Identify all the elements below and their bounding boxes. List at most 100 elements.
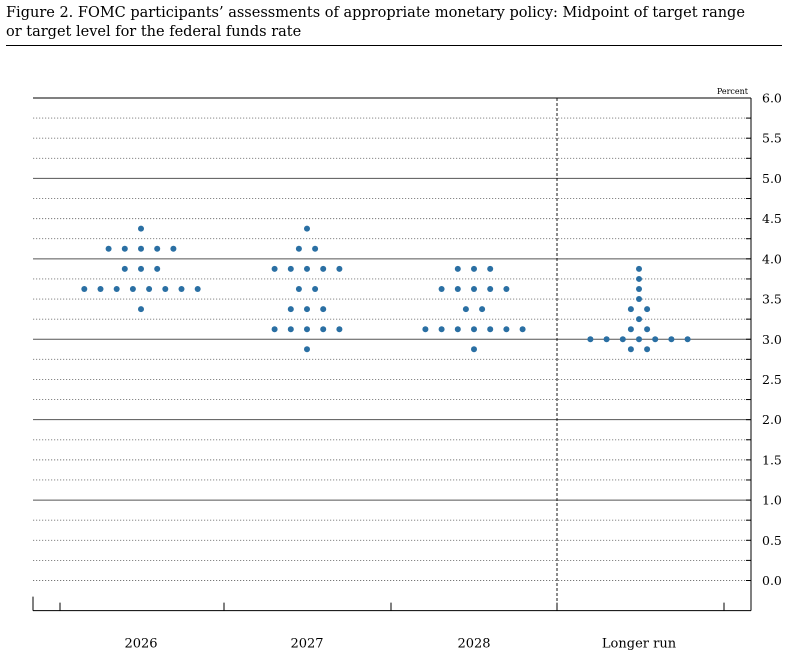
axes xyxy=(32,97,752,612)
data-point-dot xyxy=(81,285,88,292)
data-point-dot xyxy=(668,336,675,343)
x-category-label: 2027 xyxy=(290,637,323,652)
y-tick-label: 1.5 xyxy=(762,452,782,467)
data-point-dot xyxy=(295,245,302,252)
data-point-dot xyxy=(471,265,477,272)
data-point-dot xyxy=(105,245,112,252)
data-point-dot xyxy=(304,306,310,313)
y-tick-label: 0.5 xyxy=(762,533,782,548)
data-point-dot xyxy=(320,265,327,272)
data-point-dot xyxy=(304,225,310,232)
data-point-dot xyxy=(438,285,445,292)
data-point-dot xyxy=(684,336,691,343)
y-tick-label: 1.0 xyxy=(762,493,782,508)
data-point-dot xyxy=(644,306,651,313)
data-point-dot xyxy=(603,336,610,343)
data-point-dot xyxy=(619,336,626,343)
data-point-dot xyxy=(652,336,659,343)
labels: 0.0 0.5 1.0 1.5 2.0 2.5 3.0 3.5 4.0 4.5 5.0 5.5 6.0 P… xyxy=(124,87,781,652)
data-point-dot xyxy=(636,336,642,343)
data-point-dot xyxy=(487,285,494,292)
data-point-dot xyxy=(312,285,319,292)
data-point-dot xyxy=(154,265,161,272)
y-tick-label: 4.5 xyxy=(762,211,782,226)
data-point-dot xyxy=(178,285,185,292)
data-point-dot xyxy=(454,285,461,292)
data-point-dot xyxy=(97,285,104,292)
data-point-dot xyxy=(454,326,461,333)
data-point-dot xyxy=(587,336,594,343)
data-point-dot xyxy=(320,326,327,333)
y-tick-label: 5.5 xyxy=(762,131,782,146)
data-point-dot xyxy=(304,265,310,272)
data-point-dot xyxy=(336,265,343,272)
data-point-dot xyxy=(113,285,120,292)
data-point-dot xyxy=(194,285,201,292)
data-point-dot xyxy=(121,245,128,252)
y-axis-unit-label: Percent xyxy=(717,87,749,96)
data-point-dot xyxy=(154,245,161,252)
data-point-dot xyxy=(320,306,327,313)
data-point-dot xyxy=(121,265,128,272)
data-point-dot xyxy=(503,326,510,333)
data-point-dot xyxy=(636,316,642,323)
y-tick-label: 3.5 xyxy=(762,292,782,307)
data-point-dot xyxy=(644,326,651,333)
data-point-dot xyxy=(471,346,477,353)
title-rule xyxy=(6,45,782,46)
y-tick-label: 2.0 xyxy=(762,412,782,427)
data-point-dot xyxy=(295,285,302,292)
data-point-dot xyxy=(138,225,144,232)
data-point-dot xyxy=(627,326,634,333)
y-tick-label: 0.0 xyxy=(762,573,782,588)
x-category-label: 2026 xyxy=(124,637,157,652)
data-point-dot xyxy=(422,326,429,333)
dots xyxy=(81,225,691,353)
data-point-dot xyxy=(636,296,642,303)
figure-title-line-2: or target level for the federal funds ra… xyxy=(6,24,302,40)
data-point-dot xyxy=(479,306,486,313)
data-point-dot xyxy=(162,285,169,292)
data-point-dot xyxy=(304,326,310,333)
data-point-dot xyxy=(336,326,343,333)
data-point-dot xyxy=(487,326,494,333)
data-point-dot xyxy=(636,265,642,272)
data-point-dot xyxy=(271,265,278,272)
y-tick-label: 5.0 xyxy=(762,171,782,186)
data-point-dot xyxy=(138,265,144,272)
data-point-dot xyxy=(454,265,461,272)
data-point-dot xyxy=(170,245,177,252)
y-tick-label: 4.0 xyxy=(762,251,782,266)
data-point-dot xyxy=(636,275,642,282)
figure-title-line-1: Figure 2. FOMC participants’ assessments… xyxy=(6,5,745,21)
data-point-dot xyxy=(627,346,634,353)
x-category-label: Longer run xyxy=(602,637,677,652)
data-point-dot xyxy=(462,306,469,313)
data-point-dot xyxy=(129,285,136,292)
data-point-dot xyxy=(471,326,477,333)
y-tick-label: 6.0 xyxy=(762,91,782,106)
data-point-dot xyxy=(438,326,445,333)
data-point-dot xyxy=(304,346,310,353)
data-point-dot xyxy=(644,346,651,353)
data-point-dot xyxy=(287,326,294,333)
data-point-dot xyxy=(271,326,278,333)
data-point-dot xyxy=(487,265,494,272)
data-point-dot xyxy=(146,285,153,292)
y-tick-label: 3.0 xyxy=(762,332,782,347)
data-point-dot xyxy=(287,265,294,272)
data-point-dot xyxy=(471,285,477,292)
data-point-dot xyxy=(503,285,510,292)
figure-title: Figure 2. FOMC participants’ assessments… xyxy=(6,4,791,42)
data-point-dot xyxy=(519,326,526,333)
data-point-dot xyxy=(627,306,634,313)
data-point-dot xyxy=(312,245,319,252)
gridlines xyxy=(33,97,751,581)
x-category-label: 2028 xyxy=(457,637,490,652)
data-point-dot xyxy=(287,306,294,313)
y-tick-label: 2.5 xyxy=(762,372,782,387)
data-point-dot xyxy=(138,245,144,252)
data-point-dot xyxy=(636,285,642,292)
data-point-dot xyxy=(138,306,144,313)
